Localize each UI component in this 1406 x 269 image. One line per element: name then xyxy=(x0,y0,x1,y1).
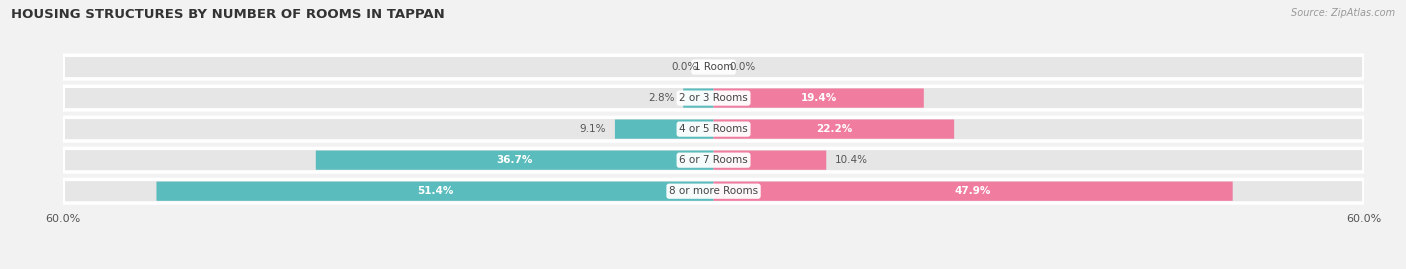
Text: 0.0%: 0.0% xyxy=(730,62,756,72)
FancyBboxPatch shape xyxy=(316,151,713,170)
FancyBboxPatch shape xyxy=(156,182,713,201)
FancyBboxPatch shape xyxy=(713,119,955,139)
FancyBboxPatch shape xyxy=(63,55,1364,79)
Text: 6 or 7 Rooms: 6 or 7 Rooms xyxy=(679,155,748,165)
FancyBboxPatch shape xyxy=(713,182,1233,201)
Text: 22.2%: 22.2% xyxy=(815,124,852,134)
Text: 4 or 5 Rooms: 4 or 5 Rooms xyxy=(679,124,748,134)
FancyBboxPatch shape xyxy=(63,179,1364,203)
Text: 10.4%: 10.4% xyxy=(835,155,868,165)
FancyBboxPatch shape xyxy=(63,148,1364,172)
Text: 2.8%: 2.8% xyxy=(648,93,675,103)
Text: HOUSING STRUCTURES BY NUMBER OF ROOMS IN TAPPAN: HOUSING STRUCTURES BY NUMBER OF ROOMS IN… xyxy=(11,8,444,21)
FancyBboxPatch shape xyxy=(614,119,713,139)
Text: 47.9%: 47.9% xyxy=(955,186,991,196)
Text: 36.7%: 36.7% xyxy=(496,155,533,165)
FancyBboxPatch shape xyxy=(713,151,827,170)
FancyBboxPatch shape xyxy=(63,86,1364,110)
Text: Source: ZipAtlas.com: Source: ZipAtlas.com xyxy=(1291,8,1395,18)
FancyBboxPatch shape xyxy=(683,89,713,108)
Text: 51.4%: 51.4% xyxy=(416,186,453,196)
FancyBboxPatch shape xyxy=(63,117,1364,141)
FancyBboxPatch shape xyxy=(713,89,924,108)
Text: 8 or more Rooms: 8 or more Rooms xyxy=(669,186,758,196)
Text: 1 Room: 1 Room xyxy=(693,62,734,72)
Text: 0.0%: 0.0% xyxy=(671,62,697,72)
Text: 19.4%: 19.4% xyxy=(800,93,837,103)
Text: 2 or 3 Rooms: 2 or 3 Rooms xyxy=(679,93,748,103)
Text: 9.1%: 9.1% xyxy=(579,124,606,134)
